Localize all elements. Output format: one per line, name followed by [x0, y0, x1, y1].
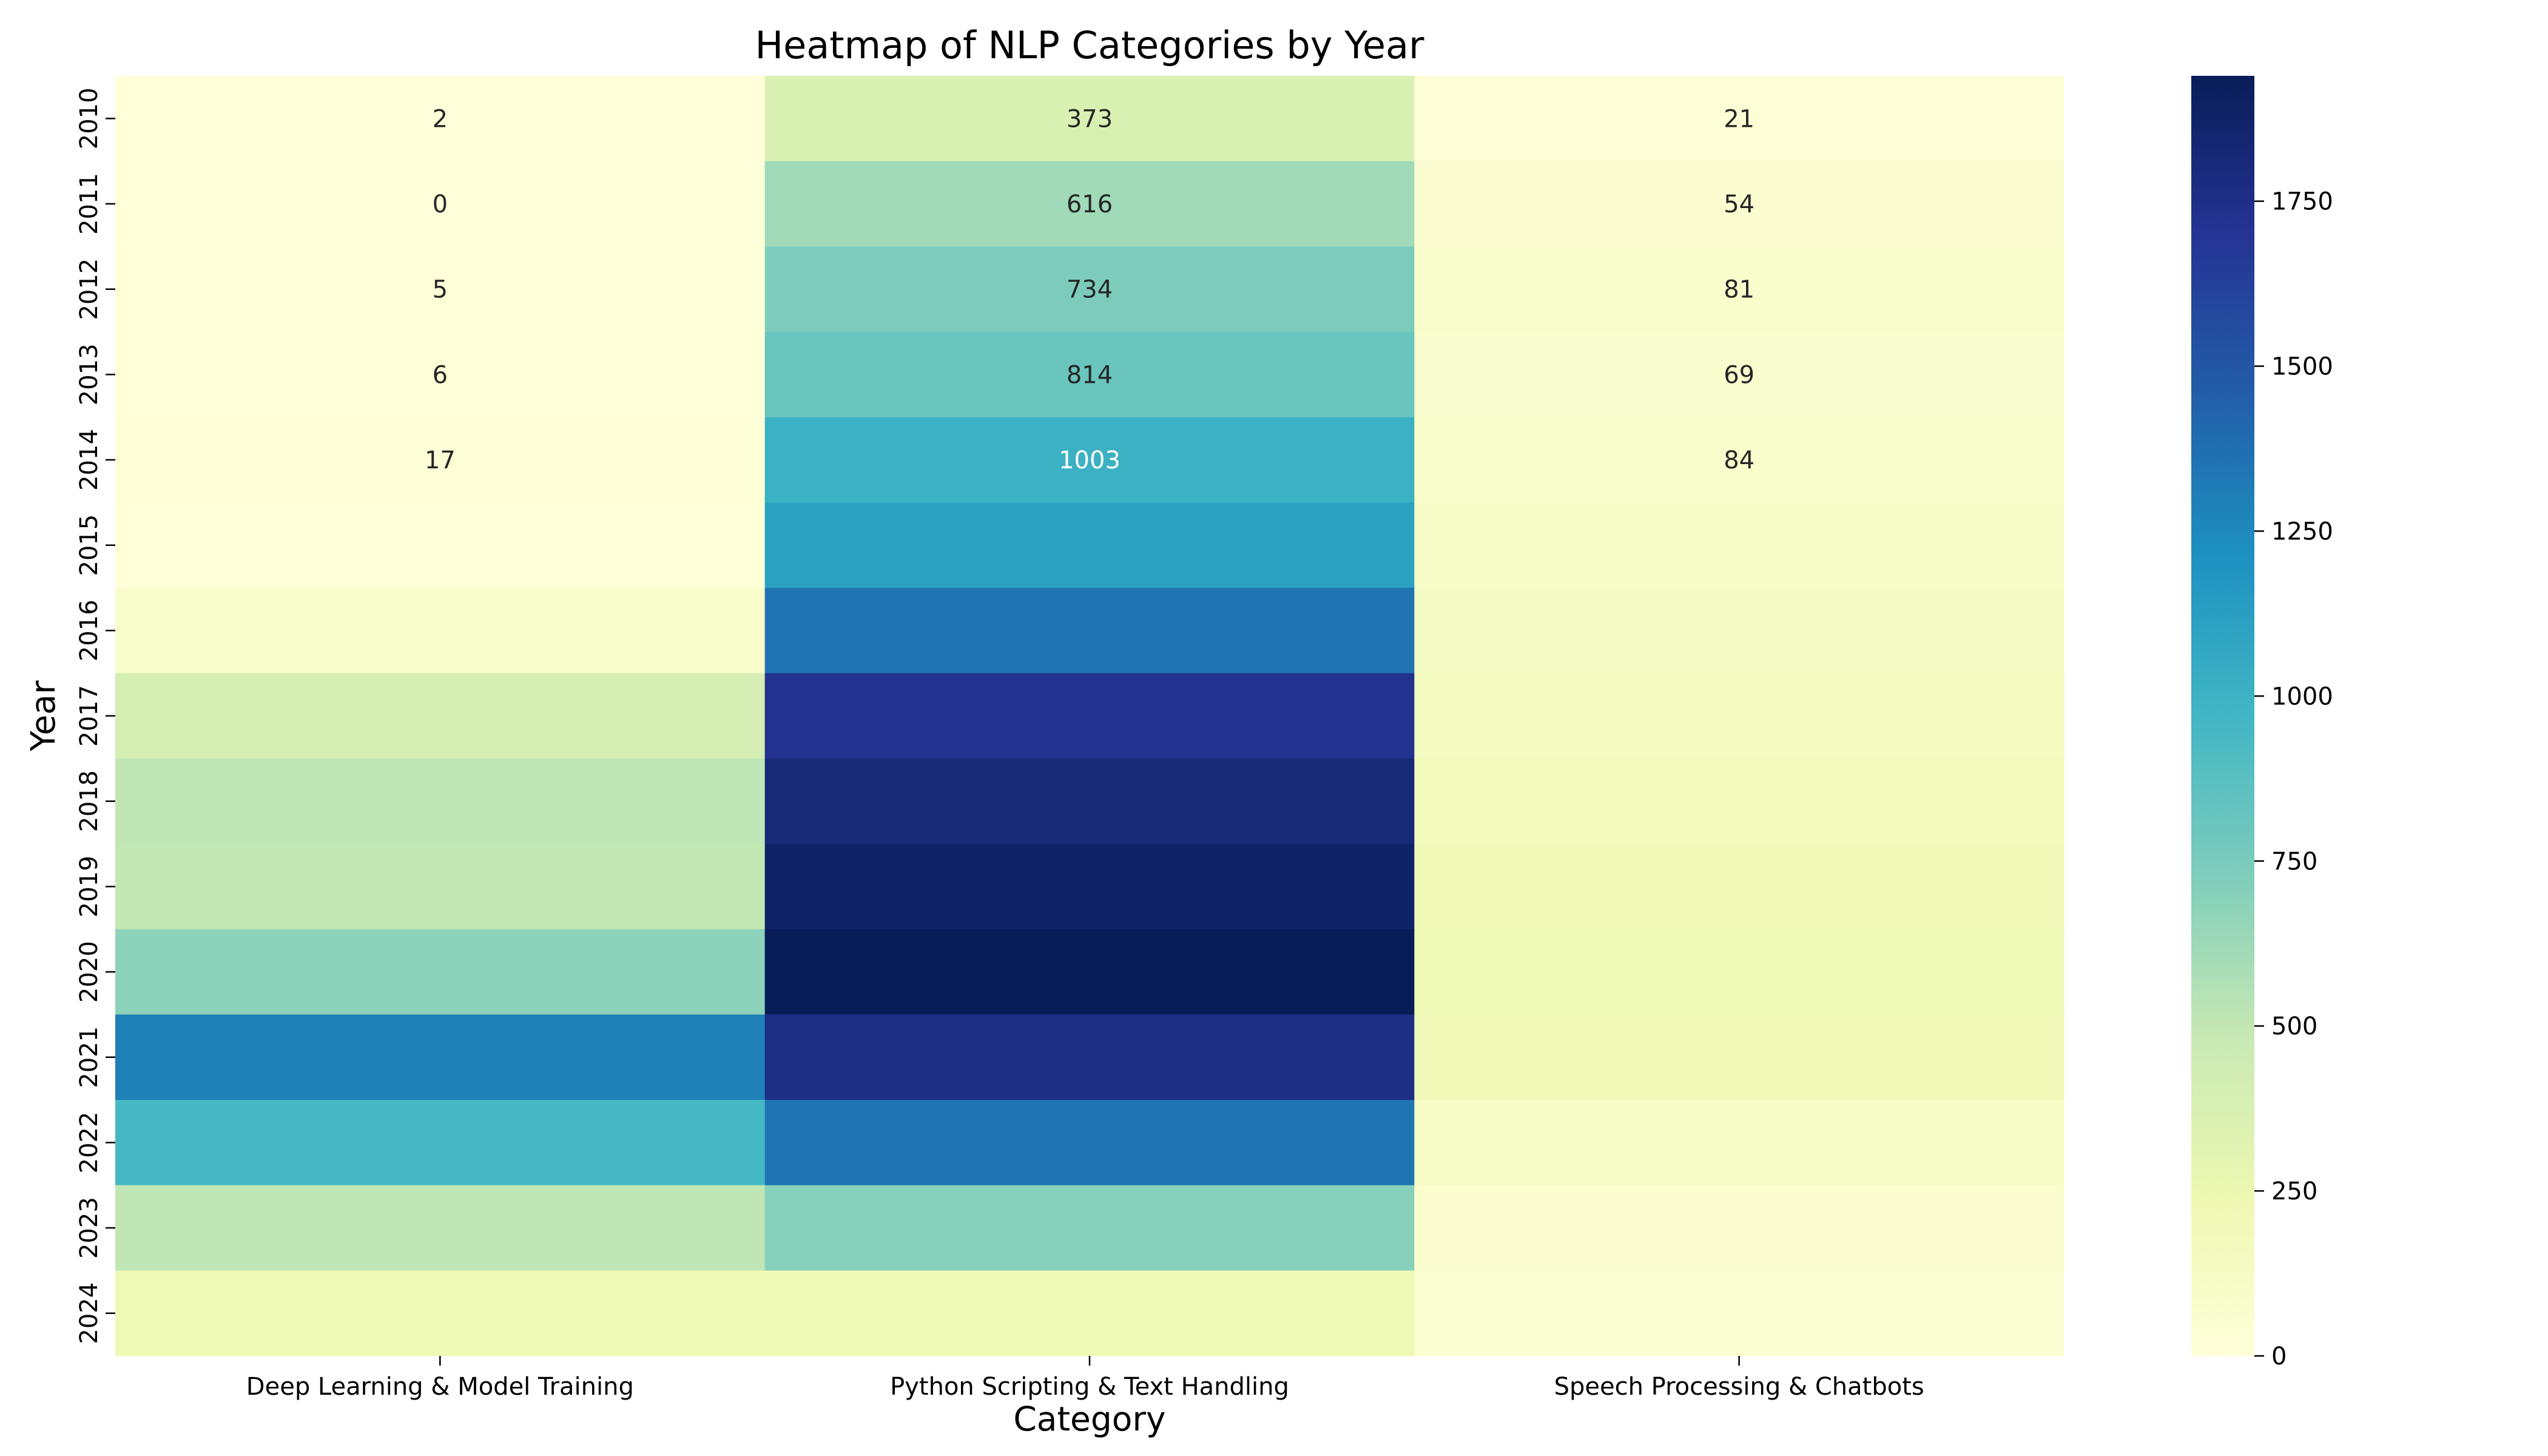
cell-2013-2: [1414, 332, 2064, 418]
y-tick-label: 2013: [75, 343, 103, 405]
y-tick-label: 2019: [75, 855, 103, 917]
cell-2019-2: [1414, 844, 2064, 930]
heatmap-cells: [115, 76, 2064, 1357]
cell-annotations: 2 373 21 0 616 54 5 734 81 6 814 69 17 1003 84: [425, 105, 1754, 474]
colorbar-tick-label: 250: [2271, 1178, 2317, 1205]
y-tick-label: 2010: [75, 87, 103, 149]
cell-2021-1: [764, 1014, 1415, 1100]
cell-2024-1: [764, 1270, 1415, 1357]
cell-annotation: 2: [433, 105, 448, 133]
y-tick-label: 2011: [75, 173, 103, 235]
cell-2011-1: [764, 161, 1415, 247]
cell-annotation: 1003: [1059, 447, 1121, 474]
cell-2023-1: [764, 1185, 1415, 1271]
y-axis-label: Year: [24, 680, 62, 752]
y-tick-label: 2014: [75, 429, 103, 491]
cell-2012-0: [115, 246, 766, 332]
cell-2019-0: [115, 844, 766, 930]
cell-2018-0: [115, 758, 766, 844]
cell-2022-2: [1414, 1100, 2064, 1186]
cell-annotation: 21: [1724, 105, 1754, 133]
colorbar-tick-label: 1750: [2271, 188, 2333, 216]
y-tick-label: 2012: [75, 258, 103, 320]
cell-annotation: 17: [425, 447, 456, 474]
cell-annotation: 81: [1724, 276, 1754, 304]
cell-2017-0: [115, 673, 766, 759]
colorbar-tick-label: 1000: [2271, 682, 2333, 710]
cell-annotation: 814: [1067, 361, 1113, 389]
cell-2011-2: [1414, 161, 2064, 247]
colorbar-gradient: [2191, 76, 2254, 1356]
x-axis-label: Category: [1013, 1400, 1165, 1438]
cell-2016-1: [764, 588, 1415, 674]
cell-2021-0: [115, 1014, 766, 1100]
y-tick-label: 2015: [75, 514, 103, 576]
cell-2011-0: [115, 161, 766, 247]
cell-2023-0: [115, 1185, 766, 1271]
cell-2020-1: [764, 929, 1415, 1015]
x-tick-label: Deep Learning & Model Training: [246, 1373, 634, 1401]
cell-2023-2: [1414, 1185, 2064, 1271]
x-axis: Deep Learning & Model Training Python Scr…: [246, 1356, 1924, 1401]
cell-2013-0: [115, 332, 766, 418]
cell-2019-1: [764, 844, 1415, 930]
cell-annotation: 734: [1067, 276, 1113, 304]
cell-2017-1: [764, 673, 1415, 759]
cell-2014-1: [764, 417, 1415, 503]
cell-2010-2: [1414, 76, 2064, 162]
y-tick-label: 2022: [75, 1111, 103, 1173]
colorbar-tick-label: 1250: [2271, 517, 2333, 545]
cell-annotation: 616: [1067, 190, 1113, 218]
colorbar-tick-label: 0: [2271, 1343, 2287, 1370]
cell-annotation: 69: [1724, 361, 1754, 389]
x-tick-label: Python Scripting & Text Handling: [890, 1373, 1289, 1401]
cell-2016-0: [115, 588, 766, 674]
cell-2018-2: [1414, 758, 2064, 844]
cell-2015-0: [115, 502, 766, 588]
cell-2015-2: [1414, 502, 2064, 588]
cell-annotation: 5: [433, 276, 448, 304]
colorbar-tick-label: 1500: [2271, 353, 2333, 381]
cell-2010-1: [764, 76, 1415, 162]
cell-2018-1: [764, 758, 1415, 844]
cell-annotation: 54: [1724, 190, 1754, 218]
cell-2017-2: [1414, 673, 2064, 759]
cell-2021-2: [1414, 1014, 2064, 1100]
cell-annotation: 6: [433, 361, 448, 389]
cell-annotation: 373: [1067, 105, 1113, 133]
cell-2024-0: [115, 1270, 766, 1357]
cell-2012-2: [1414, 246, 2064, 332]
cell-2010-0: [115, 76, 766, 162]
cell-2016-2: [1414, 588, 2064, 674]
chart-title: Heatmap of NLP Categories by Year: [755, 23, 1424, 67]
cell-2015-1: [764, 502, 1415, 588]
y-tick-label: 2021: [75, 1026, 103, 1088]
y-axis: 2010 2011 2012 2013 2014 2015 2016 2017 2018 2019…: [75, 87, 115, 1344]
cell-2022-0: [115, 1100, 766, 1186]
y-tick-label: 2018: [75, 770, 103, 832]
y-tick-label: 2017: [75, 685, 103, 747]
cell-annotation: 0: [433, 190, 448, 218]
y-tick-label: 2024: [75, 1282, 103, 1344]
cell-2014-0: [115, 417, 766, 503]
cell-2020-0: [115, 929, 766, 1015]
cell-2020-2: [1414, 929, 2064, 1015]
colorbar: 0 250 500 750 1000 1250 1500 1750: [2191, 76, 2333, 1370]
cell-2014-2: [1414, 417, 2064, 503]
cell-2024-2: [1414, 1270, 2064, 1357]
cell-annotation: 84: [1724, 447, 1754, 474]
y-tick-label: 2023: [75, 1197, 103, 1259]
cell-2012-1: [764, 246, 1415, 332]
cell-2022-1: [764, 1100, 1415, 1186]
x-tick-label: Speech Processing & Chatbots: [1554, 1373, 1924, 1401]
y-tick-label: 2020: [75, 941, 103, 1003]
cell-2013-1: [764, 332, 1415, 418]
colorbar-tick-label: 750: [2271, 848, 2317, 875]
y-tick-label: 2016: [75, 599, 103, 661]
colorbar-tick-label: 500: [2271, 1013, 2317, 1040]
